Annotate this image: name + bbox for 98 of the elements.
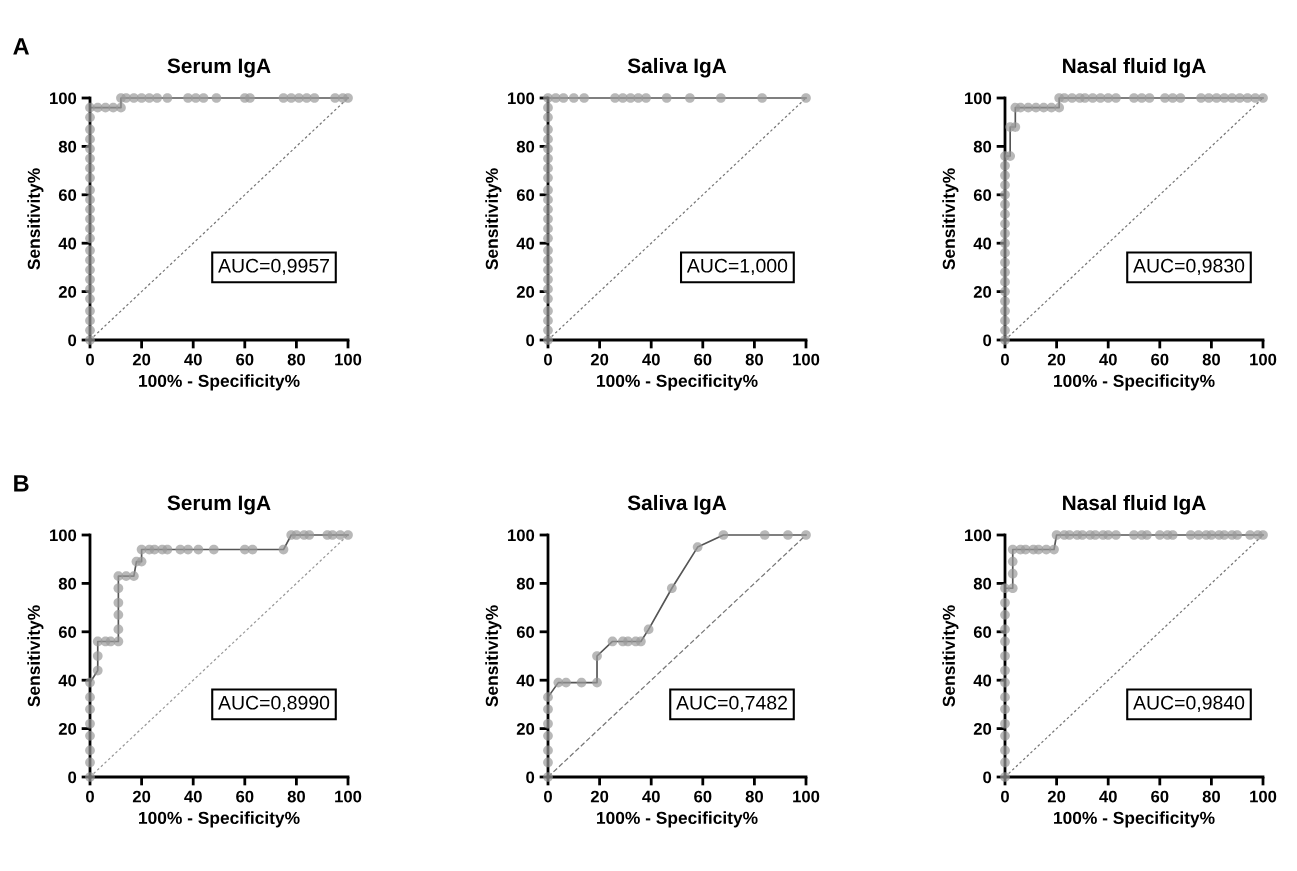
annotation: AUC=0,9830 <box>1133 258 1245 275</box>
x-tick-label: 60 <box>1151 790 1169 803</box>
y-tick-label: 20 <box>58 723 77 735</box>
y-tick-label: 100 <box>965 92 992 105</box>
x-axis-title: 100% - Specificity% <box>597 811 758 828</box>
x-tick-label: 40 <box>1099 353 1117 366</box>
chart-title: Nasal fluid IgA <box>1063 57 1206 78</box>
y-tick-label: 40 <box>58 237 77 250</box>
x-tick-label: 100 <box>1250 790 1277 803</box>
y-tick-label: 80 <box>58 140 77 153</box>
x-tick-label: 100 <box>793 353 820 366</box>
x-tick-label: 80 <box>745 353 763 366</box>
chart-title: Saliva IgA <box>627 494 727 515</box>
annotation: AUC=0,9840 <box>1133 695 1245 712</box>
annotation: AUC=0,8990 <box>218 695 330 712</box>
y-tick-label: 80 <box>58 577 77 590</box>
y-tick-label: 0 <box>68 334 77 347</box>
x-tick-label: 100 <box>1250 353 1277 366</box>
x-tick-label: 20 <box>1047 353 1066 366</box>
y-tick-label: 20 <box>973 286 992 298</box>
x-tick-label: 0 <box>1001 790 1009 803</box>
y-tick-label: 40 <box>973 674 992 687</box>
y-tick-label: 100 <box>965 529 992 542</box>
x-axis-title: 100% - Specificity% <box>1054 374 1215 391</box>
x-tick-label: 60 <box>236 353 254 366</box>
x-tick-label: 20 <box>132 353 151 366</box>
annotation: AUC=1,000 <box>686 258 788 275</box>
x-tick-label: 40 <box>642 790 660 803</box>
x-tick-label: 60 <box>236 790 254 803</box>
y-tick-label: 40 <box>973 237 992 250</box>
x-tick-label: 60 <box>694 353 712 366</box>
y-tick-label: 80 <box>516 577 535 590</box>
chart-title: Saliva IgA <box>627 57 727 78</box>
x-tick-label: 80 <box>287 790 305 803</box>
x-tick-label: 80 <box>287 353 305 366</box>
y-tick-label: 60 <box>973 626 992 638</box>
x-tick-label: 100 <box>793 790 820 803</box>
x-tick-label: 60 <box>694 790 712 803</box>
y-tick-label: 0 <box>526 334 535 347</box>
y-tick-label: 20 <box>516 723 535 735</box>
x-tick-label: 0 <box>1001 353 1009 366</box>
y-tick-label: 100 <box>508 529 535 542</box>
y-tick-label: 40 <box>516 237 535 250</box>
x-tick-label: 20 <box>590 790 609 803</box>
y-tick-label: 100 <box>50 529 77 542</box>
y-tick-label: 40 <box>58 674 77 687</box>
y-tick-label: 20 <box>58 286 77 298</box>
y-tick-label: 80 <box>516 140 535 153</box>
y-tick-label: 0 <box>983 334 992 347</box>
y-tick-label: 0 <box>983 771 992 784</box>
x-tick-label: 100 <box>335 790 362 803</box>
x-tick-label: 0 <box>544 353 552 366</box>
x-tick-label: 60 <box>1151 353 1169 366</box>
x-tick-label: 80 <box>745 790 763 803</box>
x-tick-label: 80 <box>1202 353 1220 366</box>
x-tick-label: 100 <box>335 353 362 366</box>
x-tick-label: 20 <box>590 353 609 366</box>
y-tick-label: 80 <box>973 577 992 590</box>
y-axis-title: Sensitivity% <box>485 168 502 270</box>
y-tick-label: 20 <box>973 723 992 735</box>
x-tick-label: 80 <box>1202 790 1220 803</box>
x-tick-label: 40 <box>1099 790 1117 803</box>
x-axis-title: 100% - Specificity% <box>139 374 300 391</box>
y-tick-label: 100 <box>50 92 77 105</box>
y-axis-title: Sensitivity% <box>942 605 959 707</box>
x-tick-label: 20 <box>132 790 151 803</box>
x-axis-title: 100% - Specificity% <box>597 374 758 391</box>
y-tick-label: 100 <box>508 92 535 105</box>
y-tick-label: 0 <box>68 771 77 784</box>
x-tick-label: 40 <box>642 353 660 366</box>
x-tick-label: 0 <box>544 790 552 803</box>
x-tick-label: 40 <box>184 353 202 366</box>
chart-title: Nasal fluid IgA <box>1063 494 1206 515</box>
text: B <box>14 475 29 492</box>
y-tick-label: 60 <box>58 189 77 201</box>
y-tick-label: 40 <box>516 674 535 687</box>
x-tick-label: 40 <box>184 790 202 803</box>
annotation: AUC=0,7482 <box>676 695 787 712</box>
x-tick-label: 0 <box>86 790 94 803</box>
x-axis-title: 100% - Specificity% <box>139 811 300 828</box>
y-tick-label: 20 <box>516 286 535 298</box>
text: A <box>13 38 30 55</box>
annotation: AUC=0,9957 <box>218 258 329 275</box>
y-tick-label: 60 <box>516 189 535 201</box>
y-tick-label: 60 <box>973 189 992 201</box>
y-tick-label: 80 <box>973 140 992 153</box>
x-tick-label: 0 <box>86 353 94 366</box>
y-axis-title: Sensitivity% <box>942 168 959 270</box>
chart-title: Serum IgA <box>167 58 271 78</box>
y-axis-title: Sensitivity% <box>27 605 44 707</box>
x-tick-label: 20 <box>1047 790 1066 803</box>
y-tick-label: 60 <box>58 626 77 638</box>
y-tick-label: 0 <box>526 771 535 784</box>
chart-title: Serum IgA <box>167 495 271 515</box>
y-tick-label: 60 <box>516 626 535 638</box>
y-axis-title: Sensitivity% <box>27 168 44 270</box>
y-axis-title: Sensitivity% <box>485 605 502 707</box>
x-axis-title: 100% - Specificity% <box>1054 811 1215 828</box>
